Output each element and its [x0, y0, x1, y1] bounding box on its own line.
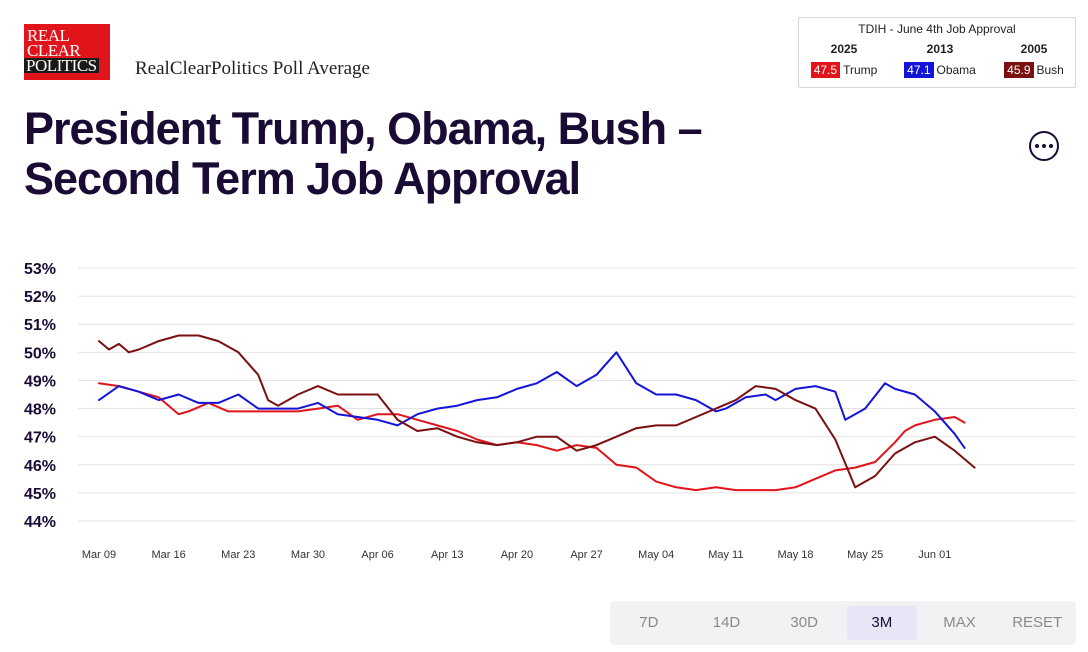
tdih-name: Trump [843, 63, 878, 77]
logo-line-1: REAL [27, 26, 70, 45]
title-line-2: Second Term Job Approval [24, 153, 581, 204]
tdih-box: TDIH - June 4th Job Approval 2025 47.5 Tr… [798, 17, 1076, 88]
x-tick-label: Mar 30 [291, 549, 325, 561]
logo-line-3: POLITICS [24, 56, 99, 75]
x-tick-label: Mar 23 [221, 549, 255, 561]
y-tick-label: 49% [24, 373, 56, 390]
series-line-obama [98, 351, 966, 449]
dot-icon [1049, 144, 1053, 148]
x-tick-label: Apr 06 [361, 549, 393, 561]
range-button-14d[interactable]: 14D [712, 614, 741, 631]
tdih-value-badge: 47.1 [904, 62, 934, 78]
range-button-max[interactable]: MAX [943, 614, 976, 631]
dot-icon [1042, 144, 1046, 148]
range-button-7d[interactable]: 7D [639, 614, 659, 631]
tdih-entry-trump: 2025 47.5 Trump [799, 42, 889, 78]
tdih-year: 2005 [1020, 42, 1048, 56]
y-tick-label: 44% [24, 514, 56, 531]
tdih-year: 2013 [926, 42, 954, 56]
x-tick-label: May 04 [638, 549, 674, 561]
rcp-logo[interactable]: REAL CLEAR POLITICS [24, 24, 110, 80]
range-button-30d[interactable]: 30D [790, 614, 818, 631]
line-chart[interactable]: 53% 52% 51% 50% 49% 48% 47% 46% 45% 44% Mar 09 Mar … [0, 250, 1088, 580]
brand-subtitle: RealClearPolitics Poll Average [135, 58, 370, 79]
logo-line-2: CLEAR [27, 41, 81, 60]
x-tick-label: May 11 [708, 549, 743, 561]
tdih-name: Bush [1036, 63, 1064, 77]
tdih-entry-bush: 2005 45.9 Bush [989, 42, 1079, 78]
y-tick-label: 45% [24, 486, 56, 503]
y-tick-label: 47% [24, 430, 56, 447]
x-tick-label: Mar 16 [152, 549, 186, 561]
y-tick-label: 46% [24, 458, 56, 475]
more-options-button[interactable] [1029, 131, 1059, 161]
x-tick-label: Apr 20 [501, 549, 533, 561]
tdih-value-badge: 45.9 [1004, 62, 1034, 78]
dot-icon [1035, 144, 1039, 148]
range-selector: 7D 14D 30D 3M MAX RESET [610, 601, 1076, 645]
range-button-3m[interactable]: 3M [847, 606, 917, 640]
y-tick-label: 53% [24, 261, 56, 278]
y-tick-label: 52% [24, 289, 56, 306]
tdih-entry-obama: 2013 47.1 Obama [895, 42, 985, 78]
tdih-value-badge: 47.5 [810, 62, 841, 78]
title-line-1: President Trump, Obama, Bush – [24, 103, 703, 154]
tdih-year: 2025 [830, 42, 858, 56]
x-tick-label: Apr 13 [431, 549, 463, 561]
x-tick-label: Mar 09 [82, 549, 116, 561]
y-tick-label: 48% [24, 402, 56, 419]
page-title: President Trump, Obama, Bush – Second Te… [24, 103, 703, 204]
x-tick-label: May 18 [777, 549, 813, 561]
tdih-name: Obama [936, 63, 976, 77]
tdih-header: TDIH - June 4th Job Approval [858, 22, 1016, 36]
range-button-reset[interactable]: RESET [1012, 614, 1063, 631]
x-tick-label: May 25 [847, 549, 883, 561]
series-line-trump [98, 382, 966, 492]
y-tick-label: 50% [24, 345, 56, 362]
series-line-bush [98, 334, 976, 489]
y-tick-label: 51% [24, 317, 56, 334]
x-tick-label: Jun 01 [918, 549, 951, 561]
x-tick-label: Apr 27 [570, 549, 602, 561]
